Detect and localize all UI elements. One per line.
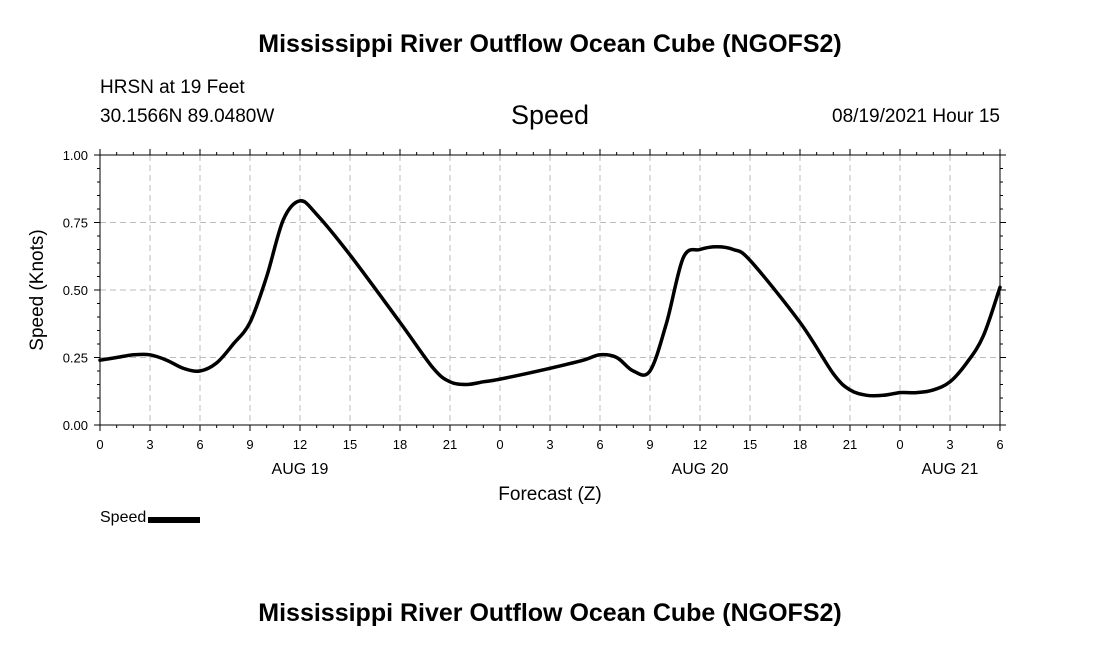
parameter-title: Speed xyxy=(510,100,590,130)
x-tick-label: 6 xyxy=(196,437,203,452)
x-tick-label: 6 xyxy=(996,437,1003,452)
y-axis-label: Speed (Knots) xyxy=(27,229,48,350)
chart-legend: Speed xyxy=(100,509,201,527)
x-tick-label: 0 xyxy=(496,437,503,452)
y-tick-label: 0.75 xyxy=(63,216,88,231)
y-tick-label: 0.00 xyxy=(63,418,88,433)
date-label: AUG 20 xyxy=(672,461,729,478)
x-tick-label: 12 xyxy=(293,437,307,452)
date-label: AUG 21 xyxy=(922,461,979,478)
x-tick-label: 3 xyxy=(546,437,553,452)
forecast-datetime: 08/19/2021 Hour 15 xyxy=(832,106,1000,127)
x-axis-label: Forecast (Z) xyxy=(498,484,601,505)
y-tick-label: 0.50 xyxy=(63,283,88,298)
y-tick-labels: 0.00 0.25 0.50 0.75 1.00 xyxy=(63,148,88,433)
date-labels: AUG 19 AUG 20 AUG 21 xyxy=(272,461,979,478)
x-tick-label: 3 xyxy=(946,437,953,452)
x-tick-label: 6 xyxy=(596,437,603,452)
grid-lines xyxy=(100,155,1000,425)
station-label: HRSN at 19 Feet xyxy=(100,77,245,98)
x-tick-labels: 0 3 6 9 12 15 18 21 0 3 6 9 12 15 18 21 0 3 6 xyxy=(96,437,1003,452)
legend-label: Speed xyxy=(100,509,147,526)
x-tick-label: 0 xyxy=(896,437,903,452)
footer-title: Mississippi River Outflow Ocean Cube (NG… xyxy=(258,599,842,627)
x-tick-label: 0 xyxy=(96,437,103,452)
chart-title: Mississippi River Outflow Ocean Cube (NG… xyxy=(258,30,842,58)
legend-swatch xyxy=(148,517,201,523)
coordinates-label: 30.1566N 89.0480W xyxy=(100,106,275,127)
x-tick-label: 12 xyxy=(693,437,707,452)
x-tick-label: 18 xyxy=(793,437,807,452)
x-tick-label: 21 xyxy=(443,437,457,452)
x-tick-label: 15 xyxy=(343,437,357,452)
x-tick-label: 18 xyxy=(393,437,407,452)
x-tick-label: 9 xyxy=(246,437,253,452)
x-tick-label: 9 xyxy=(646,437,653,452)
y-tick-label: 0.25 xyxy=(63,351,88,366)
date-label: AUG 19 xyxy=(272,461,329,478)
y-tick-label: 1.00 xyxy=(63,148,88,163)
x-tick-label: 21 xyxy=(843,437,857,452)
x-tick-label: 3 xyxy=(146,437,153,452)
speed-series-line xyxy=(98,199,1002,398)
x-tick-label: 15 xyxy=(743,437,757,452)
